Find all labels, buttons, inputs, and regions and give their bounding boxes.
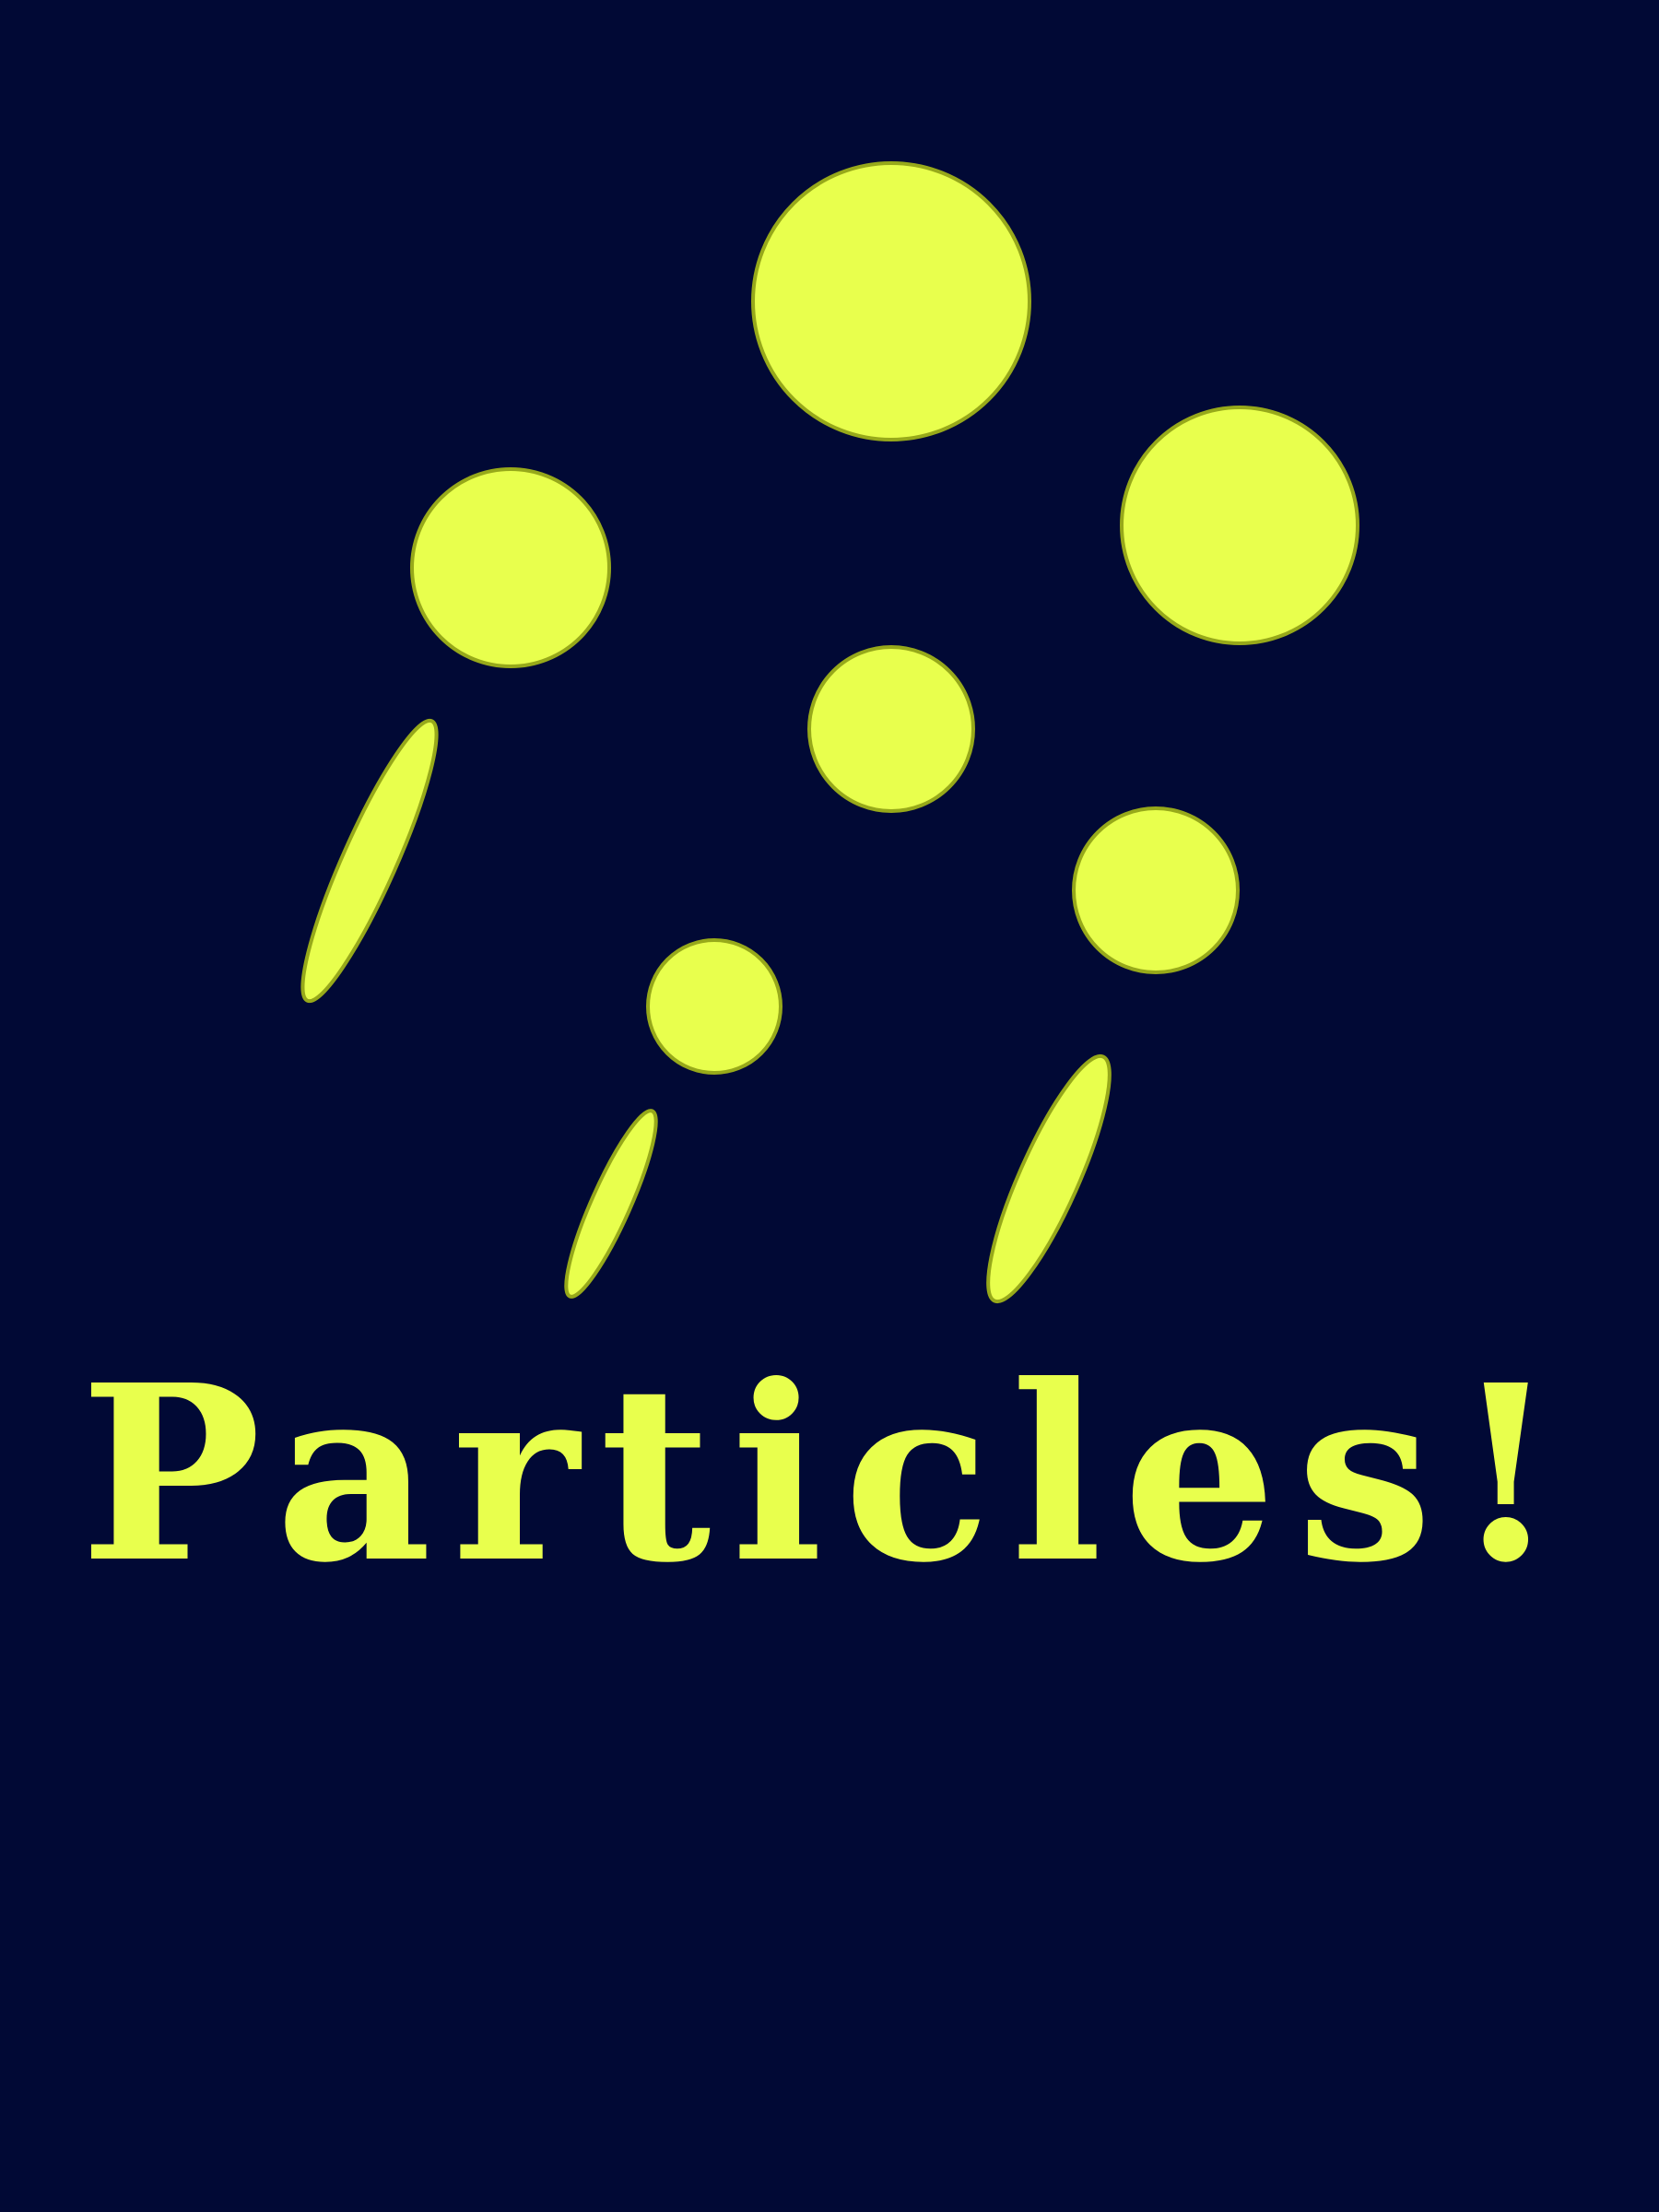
particle-streak-lower-right bbox=[986, 1053, 1112, 1304]
particle-large-top bbox=[751, 161, 1031, 441]
particle-streak-lower-center bbox=[564, 1109, 658, 1299]
particle-medium-left bbox=[410, 467, 611, 668]
headline-title: Particles! bbox=[79, 1332, 1580, 1616]
particle-medium-lower-right bbox=[1072, 806, 1240, 974]
particle-streak-left bbox=[300, 718, 439, 1004]
particle-medium-center bbox=[807, 645, 975, 813]
particle-large-right bbox=[1120, 406, 1359, 645]
particle-small-lower-center bbox=[646, 938, 782, 1075]
